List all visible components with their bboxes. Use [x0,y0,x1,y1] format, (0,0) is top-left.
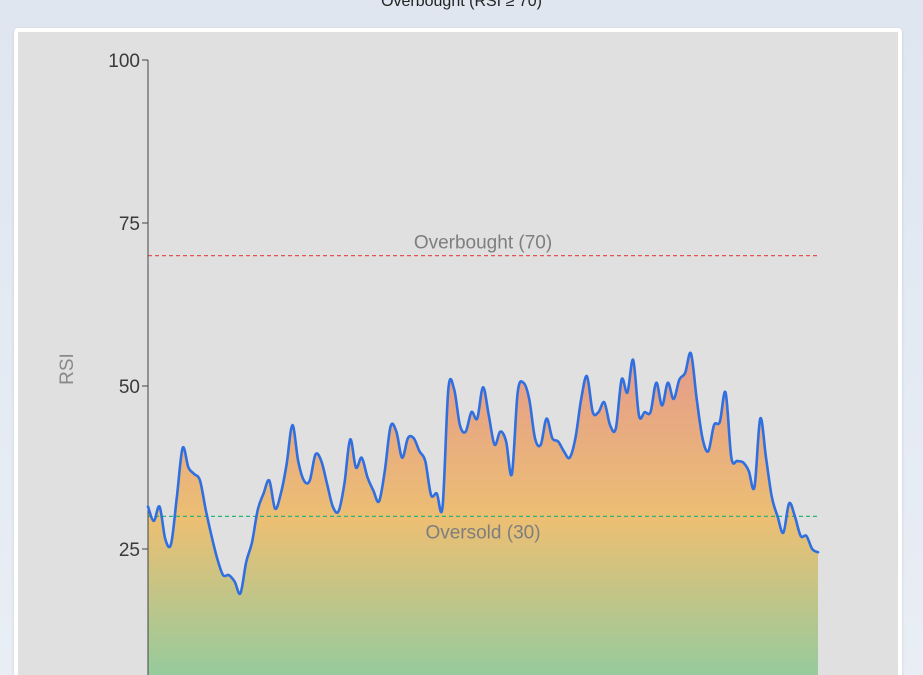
rsi-chart: Overbought (70) Oversold (30) 25 50 75 100 R… [18,32,898,675]
y-tick-label-25: 25 [119,540,140,561]
y-tick-label-100: 100 [108,51,140,72]
overbought-label: Overbought (70) [414,233,552,254]
top-caption: Overbought (RSI ≥ 70) [381,0,542,10]
rsi-area-fill [148,352,818,675]
y-tick-label-75: 75 [119,214,140,235]
y-tick-label-50: 50 [119,377,140,398]
chart-card: Overbought (70) Oversold (30) 25 50 75 100 R… [14,28,902,675]
y-axis-title: RSI [57,353,78,385]
oversold-label: Oversold (30) [425,522,540,543]
rsi-line [146,351,820,596]
